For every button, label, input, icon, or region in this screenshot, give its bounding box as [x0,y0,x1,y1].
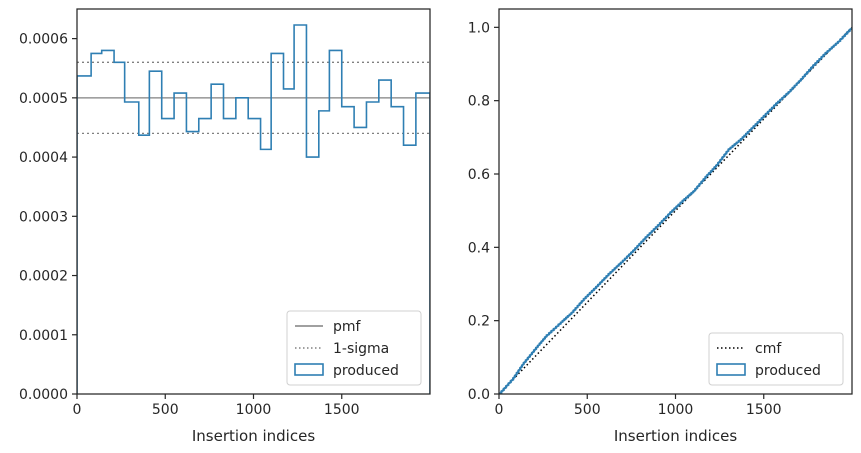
y-tick-label: 0.0002 [19,269,68,285]
legend-label: cmf [755,341,782,357]
x-tick-label: 1000 [236,402,272,418]
x-tick-label: 1500 [746,402,782,418]
legend-label: produced [755,363,821,379]
x-tick-label: 500 [574,402,601,418]
x-tick-label: 1000 [658,402,694,418]
y-tick-label: 0.2 [468,314,490,330]
plot-area [77,24,430,394]
right-chart-cmf: 0 500 1000 1500 0.0 0.2 0.4 0.6 0.8 1.0 Insertion … [468,8,853,445]
y-tick-label: 0.0006 [19,32,68,48]
legend-label: 1-sigma [333,341,389,357]
y-tick-label: 0.0005 [19,91,68,107]
y-tick-label: 0.0000 [19,387,68,403]
plot-area [499,26,852,394]
x-tick-label: 500 [152,402,179,418]
legend: pmf 1-sigma produced [286,310,422,386]
cumulative-step-line [499,27,852,394]
series-produced [499,27,852,394]
x-axis-label: Insertion indices [192,427,315,445]
y-tick-label: 0.0003 [19,209,68,225]
legend-swatch-produced [716,363,746,376]
y-tick-label: 0.0 [468,387,490,403]
x-tick-label: 0 [73,402,82,418]
y-tick-label: 0.6 [468,167,490,183]
legend-box [286,310,422,386]
histogram-step-line [77,24,430,394]
x-tick-label: 1500 [324,402,360,418]
legend-label: produced [333,363,399,379]
x-axis-label: Insertion indices [614,427,737,445]
legend: cmf produced [708,332,844,386]
legend-box [708,332,844,386]
y-tick-label: 0.0001 [19,328,68,344]
y-tick-label: 0.8 [468,94,490,110]
x-tick-label: 0 [495,402,504,418]
legend-swatch-produced [294,363,324,376]
y-tick-label: 0.0004 [19,150,68,166]
left-chart-pmf: 0 500 1000 1500 0.0000 0.0001 0.0002 0.0003 0.00… [19,8,431,445]
series-produced [77,24,430,394]
y-tick-label: 0.4 [468,240,490,256]
y-tick-label: 1.0 [468,20,490,36]
legend-label: pmf [333,319,362,335]
